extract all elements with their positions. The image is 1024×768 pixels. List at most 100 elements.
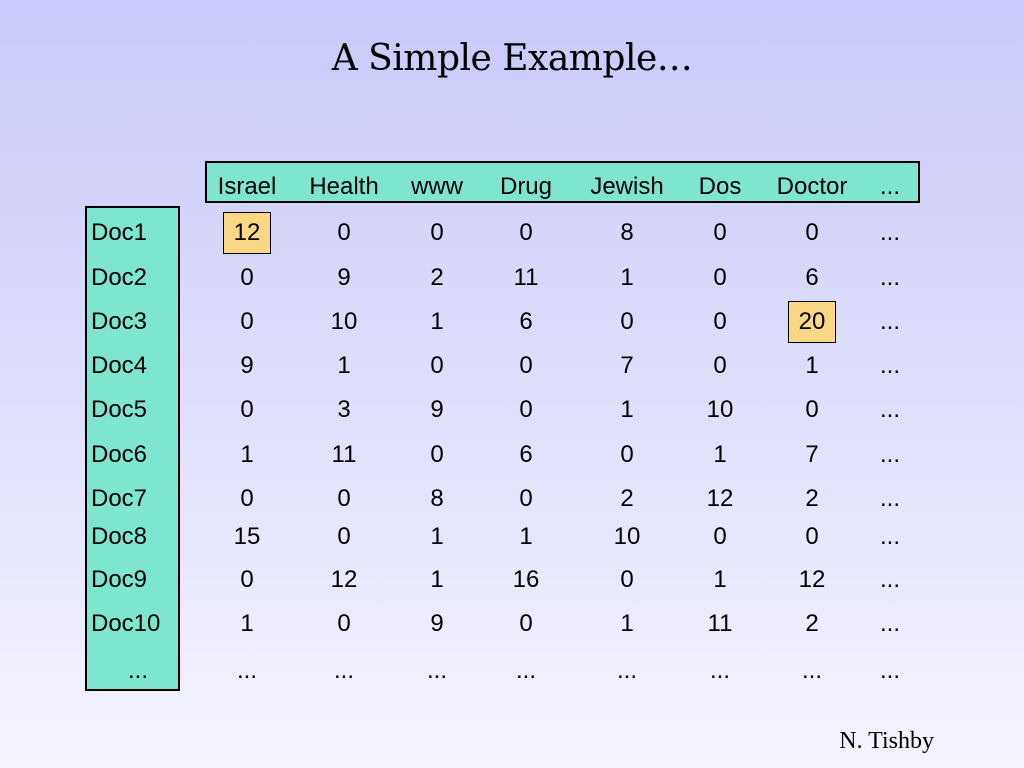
matrix-cell: ... — [879, 264, 900, 291]
matrix-cell: 0 — [337, 610, 351, 637]
row-label: Doc6 — [91, 441, 148, 468]
matrix-cell: 0 — [337, 485, 351, 512]
matrix-cell: 12 — [330, 566, 358, 593]
matrix-cell: 0 — [430, 441, 444, 468]
column-header-dos: Dos — [698, 173, 742, 200]
matrix-cell: 11 — [331, 441, 357, 468]
matrix-cell: ... — [879, 523, 900, 550]
matrix-cell: 11 — [707, 610, 733, 637]
matrix-cell: 10 — [706, 396, 734, 423]
matrix-cell: 2 — [805, 610, 819, 637]
matrix-cell: ... — [879, 657, 900, 684]
matrix-cell: ... — [616, 657, 637, 684]
row-label: Doc2 — [91, 264, 148, 291]
matrix-cell: 0 — [805, 396, 819, 423]
matrix-cell: ... — [879, 219, 900, 246]
matrix-cell: 0 — [519, 352, 533, 379]
row-label: Doc1 — [91, 219, 148, 246]
matrix-cell: 0 — [337, 219, 351, 246]
matrix-cell: 1 — [713, 441, 727, 468]
matrix-cell: 2 — [430, 264, 444, 291]
column-header-israel: Israel — [217, 173, 277, 200]
matrix-cell: 0 — [713, 308, 727, 335]
slide-title: A Simple Example… — [331, 38, 693, 79]
matrix-cell: 1 — [519, 523, 533, 550]
matrix-cell: 2 — [620, 485, 634, 512]
column-header-www: www — [411, 173, 463, 200]
column-header-doctor: Doctor — [776, 173, 848, 200]
matrix-cell: 1 — [240, 441, 254, 468]
row-label: Doc8 — [91, 523, 148, 550]
matrix-cell: 11 — [513, 264, 539, 291]
matrix-cell: ... — [879, 566, 900, 593]
matrix-cell: 12 — [706, 485, 734, 512]
row-label: ... — [128, 657, 149, 684]
matrix-cell: ... — [879, 610, 900, 637]
matrix-cell: 6 — [805, 264, 819, 291]
matrix-cell: 0 — [519, 396, 533, 423]
matrix-cell: 0 — [519, 610, 533, 637]
matrix-cell: ... — [879, 308, 900, 335]
matrix-cell: ... — [515, 657, 536, 684]
matrix-cell: 1 — [805, 352, 819, 379]
matrix-cell: 0 — [240, 396, 254, 423]
matrix-cell: 9 — [240, 352, 254, 379]
matrix-cell: ... — [879, 352, 900, 379]
column-header-drug: Drug — [499, 173, 553, 200]
matrix-cell: 0 — [713, 264, 727, 291]
matrix-cell: 9 — [430, 396, 444, 423]
row-label: Doc10 — [91, 610, 161, 637]
matrix-cell: 0 — [240, 485, 254, 512]
matrix-cell: 0 — [620, 441, 634, 468]
matrix-cell: 1 — [430, 308, 444, 335]
matrix-cell: 0 — [519, 485, 533, 512]
matrix-cell: 9 — [337, 264, 351, 291]
matrix-cell: 15 — [233, 523, 261, 550]
document-label-box — [85, 206, 180, 691]
matrix-cell: ... — [879, 396, 900, 423]
matrix-cell: 0 — [713, 352, 727, 379]
matrix-cell: 0 — [620, 566, 634, 593]
matrix-cell: 1 — [430, 523, 444, 550]
matrix-cell: 1 — [620, 610, 634, 637]
matrix-cell: 1 — [620, 396, 634, 423]
matrix-cell: 16 — [512, 566, 540, 593]
row-label: Doc7 — [91, 485, 148, 512]
matrix-cell: 0 — [337, 523, 351, 550]
row-label: Doc3 — [91, 308, 148, 335]
highlight-box — [788, 301, 836, 343]
term-header-box — [205, 161, 920, 203]
matrix-cell: 8 — [430, 485, 444, 512]
matrix-cell: 2 — [805, 485, 819, 512]
matrix-cell: 12 — [798, 566, 826, 593]
matrix-cell: 0 — [240, 264, 254, 291]
matrix-cell: ... — [333, 657, 354, 684]
matrix-cell: 0 — [430, 219, 444, 246]
matrix-cell: 10 — [613, 523, 641, 550]
matrix-cell: 1 — [240, 610, 254, 637]
matrix-cell: 0 — [805, 219, 819, 246]
matrix-cell: ... — [879, 485, 900, 512]
matrix-cell: 8 — [620, 219, 634, 246]
matrix-cell: 1 — [337, 352, 351, 379]
matrix-cell: 0 — [240, 566, 254, 593]
matrix-cell: 0 — [430, 352, 444, 379]
matrix-cell: 0 — [713, 523, 727, 550]
matrix-cell: 0 — [805, 523, 819, 550]
matrix-cell: ... — [236, 657, 257, 684]
highlighted-cell: 20 — [798, 308, 826, 335]
matrix-cell: 6 — [519, 308, 533, 335]
matrix-cell: 0 — [519, 219, 533, 246]
row-label: Doc4 — [91, 352, 148, 379]
column-header-health: Health — [309, 173, 379, 200]
matrix-cell: 10 — [330, 308, 358, 335]
matrix-cell: ... — [879, 441, 900, 468]
author-credit: N. Tishby — [839, 728, 934, 754]
matrix-cell: 9 — [430, 610, 444, 637]
matrix-cell: 0 — [713, 219, 727, 246]
matrix-cell: 1 — [620, 264, 634, 291]
row-label: Doc5 — [91, 396, 148, 423]
matrix-cell: 0 — [240, 308, 254, 335]
row-label: Doc9 — [91, 566, 148, 593]
matrix-cell: ... — [426, 657, 447, 684]
